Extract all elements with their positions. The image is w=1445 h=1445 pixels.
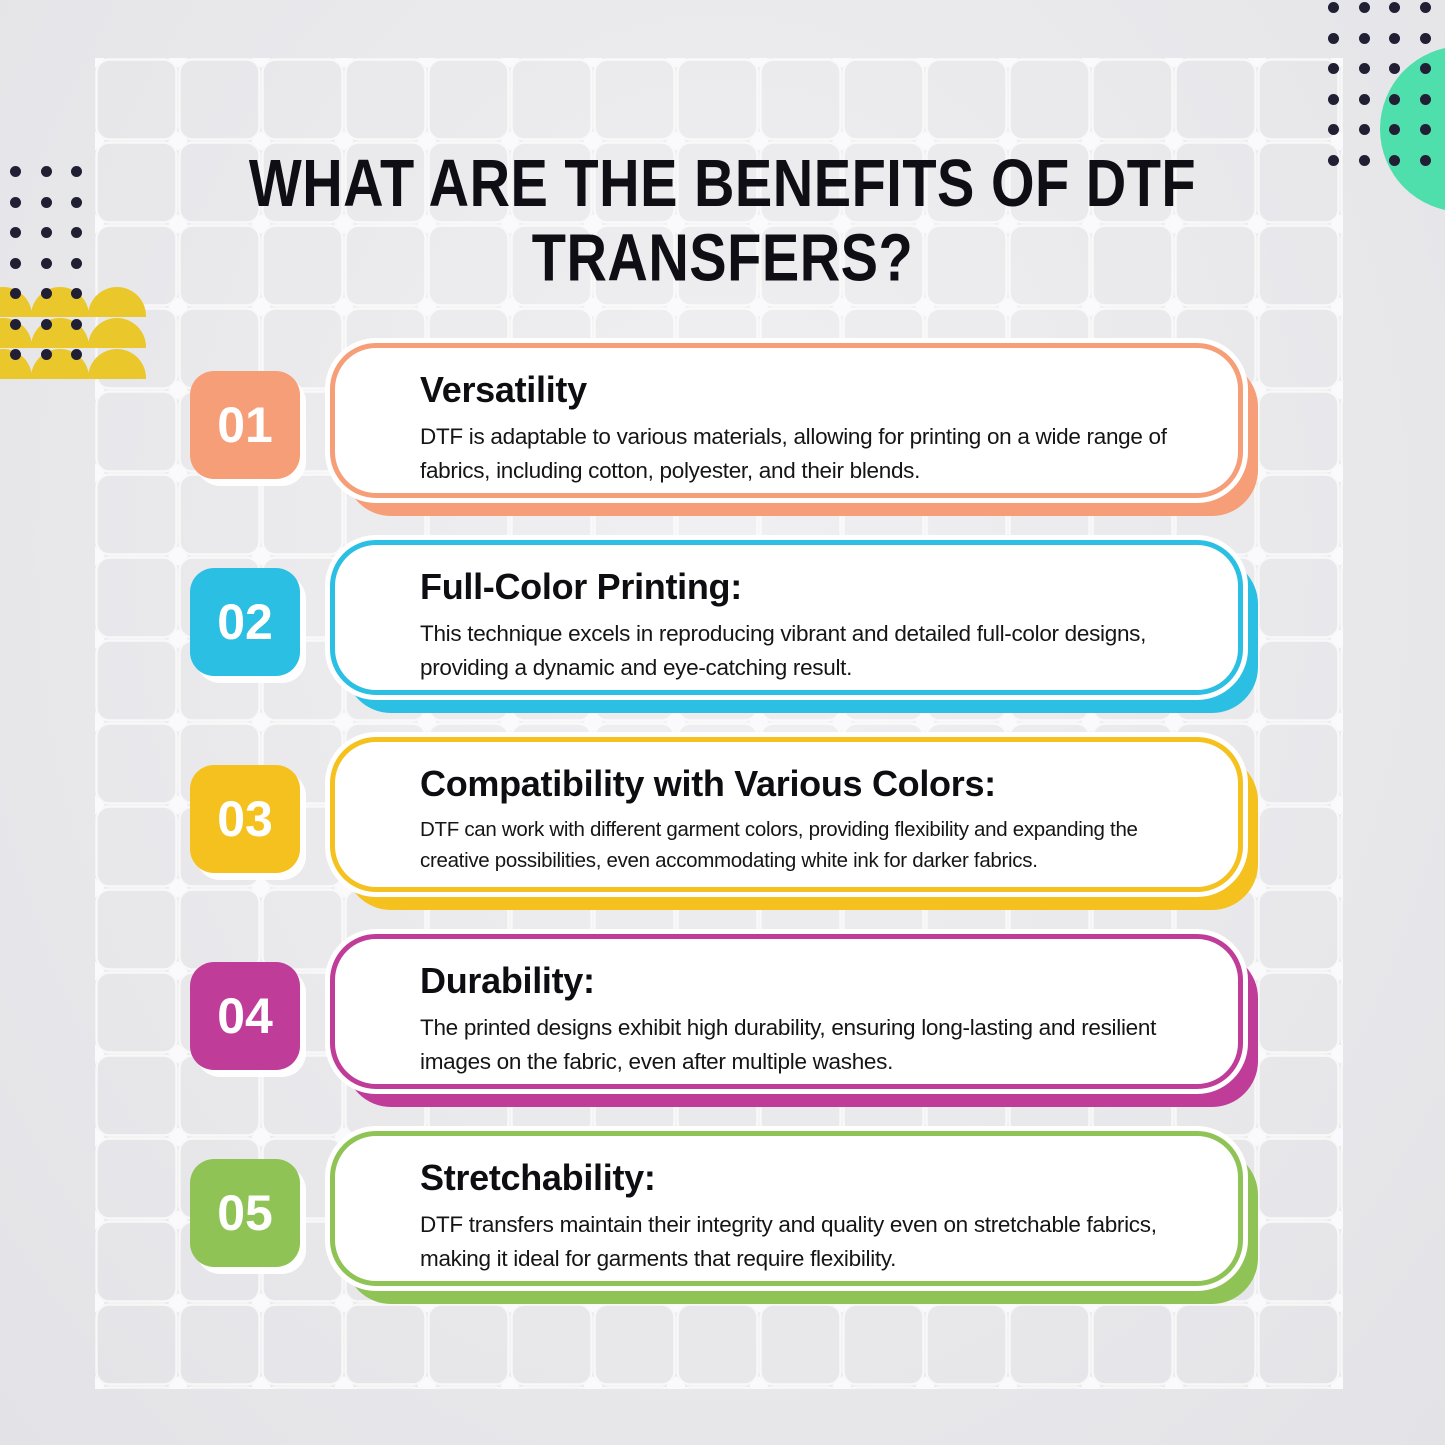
card-heading: Durability: — [420, 960, 595, 1001]
card-body: This technique excels in reproducing vib… — [420, 621, 1147, 680]
dot-decoration — [10, 257, 21, 269]
dot-decoration — [10, 318, 21, 330]
dot-decoration — [1358, 63, 1370, 74]
card-panel: Versatility DTF is adaptable to various … — [330, 343, 1243, 498]
dot-decoration — [40, 166, 52, 177]
dot-decoration — [1389, 32, 1400, 44]
dot-decoration — [1419, 154, 1431, 166]
benefit-card: 05 Stretchability: DTF transfers maintai… — [0, 1131, 1445, 1328]
dot-decoration — [71, 349, 82, 360]
card-number: 05 — [217, 1185, 273, 1241]
benefit-card: 02 Full-Color Printing: This technique e… — [0, 540, 1445, 737]
card-panel: Full-Color Printing: This technique exce… — [330, 540, 1243, 695]
dot-decoration — [40, 227, 52, 238]
card-number-badge: 03 — [190, 765, 300, 873]
benefit-card: 01 Versatility DTF is adaptable to vario… — [0, 343, 1445, 540]
benefit-card: 04 Durability: The printed designs exhib… — [0, 934, 1445, 1131]
dot-decoration — [1419, 2, 1431, 13]
card-panel: Stretchability: DTF transfers maintain t… — [330, 1131, 1243, 1286]
page-title-line-2: TRANSFERS? — [531, 218, 914, 295]
dot-decoration — [1358, 2, 1370, 13]
dot-decoration — [71, 288, 82, 299]
dot-decoration — [1358, 93, 1370, 105]
dot-decoration — [40, 349, 52, 360]
dot-decoration — [1419, 32, 1431, 44]
card-number-badge: 01 — [190, 371, 300, 479]
card-heading: Full-Color Printing: — [420, 566, 742, 607]
page-title: WHAT ARE THE BENEFITS OF DTF TRANSFERS? — [0, 146, 1445, 294]
dot-decoration — [1358, 124, 1370, 135]
dot-decoration — [40, 257, 52, 269]
dot-decoration — [1358, 154, 1370, 166]
card-body: DTF transfers maintain their integrity a… — [420, 1212, 1157, 1271]
dot-decoration — [1419, 124, 1431, 135]
dot-decoration — [1389, 124, 1400, 135]
dot-decoration — [40, 318, 52, 330]
card-heading: Versatility — [420, 369, 587, 410]
dot-decoration — [40, 288, 52, 299]
dot-decoration — [10, 166, 21, 177]
dot-decoration — [1328, 2, 1339, 13]
card-number: 03 — [217, 791, 273, 847]
card-panel: Compatibility with Various Colors: DTF c… — [330, 737, 1243, 892]
dot-decoration — [1389, 154, 1400, 166]
dot-decoration — [10, 227, 21, 238]
dot-decoration — [1389, 93, 1400, 105]
cards-list: 01 Versatility DTF is adaptable to vario… — [0, 343, 1445, 1328]
dot-decoration — [1328, 124, 1339, 135]
card-heading: Compatibility with Various Colors: — [420, 763, 996, 804]
dot-decoration — [1389, 63, 1400, 74]
card-number-badge: 04 — [190, 962, 300, 1070]
dot-decoration — [1419, 93, 1431, 105]
benefit-card: 03 Compatibility with Various Colors: DT… — [0, 737, 1445, 934]
dot-decoration — [1389, 2, 1400, 13]
dot-decoration — [71, 257, 82, 269]
dot-decoration — [71, 196, 82, 208]
dot-decoration — [1328, 63, 1339, 74]
dot-decoration — [1328, 154, 1339, 166]
dot-decoration — [1328, 32, 1339, 44]
card-number: 01 — [217, 397, 273, 453]
dot-decoration — [10, 349, 21, 360]
card-panel: Durability: The printed designs exhibit … — [330, 934, 1243, 1089]
dot-decoration — [71, 318, 82, 330]
dot-decoration — [10, 196, 21, 208]
card-body: DTF can work with different garment colo… — [420, 818, 1138, 872]
dot-decoration — [40, 196, 52, 208]
card-heading: Stretchability: — [420, 1157, 656, 1198]
card-number-badge: 05 — [190, 1159, 300, 1267]
dot-decoration — [1419, 63, 1431, 74]
dot-decoration — [71, 166, 82, 177]
card-number: 02 — [217, 594, 273, 650]
dot-decoration — [71, 227, 82, 238]
dot-decoration — [10, 288, 21, 299]
card-body: DTF is adaptable to various materials, a… — [420, 424, 1167, 483]
card-number: 04 — [217, 988, 273, 1044]
dot-decoration — [1328, 93, 1339, 105]
card-body: The printed designs exhibit high durabil… — [420, 1015, 1157, 1074]
card-number-badge: 02 — [190, 568, 300, 676]
dot-decoration — [1358, 32, 1370, 44]
page-title-line-1: WHAT ARE THE BENEFITS OF DTF — [248, 144, 1197, 221]
